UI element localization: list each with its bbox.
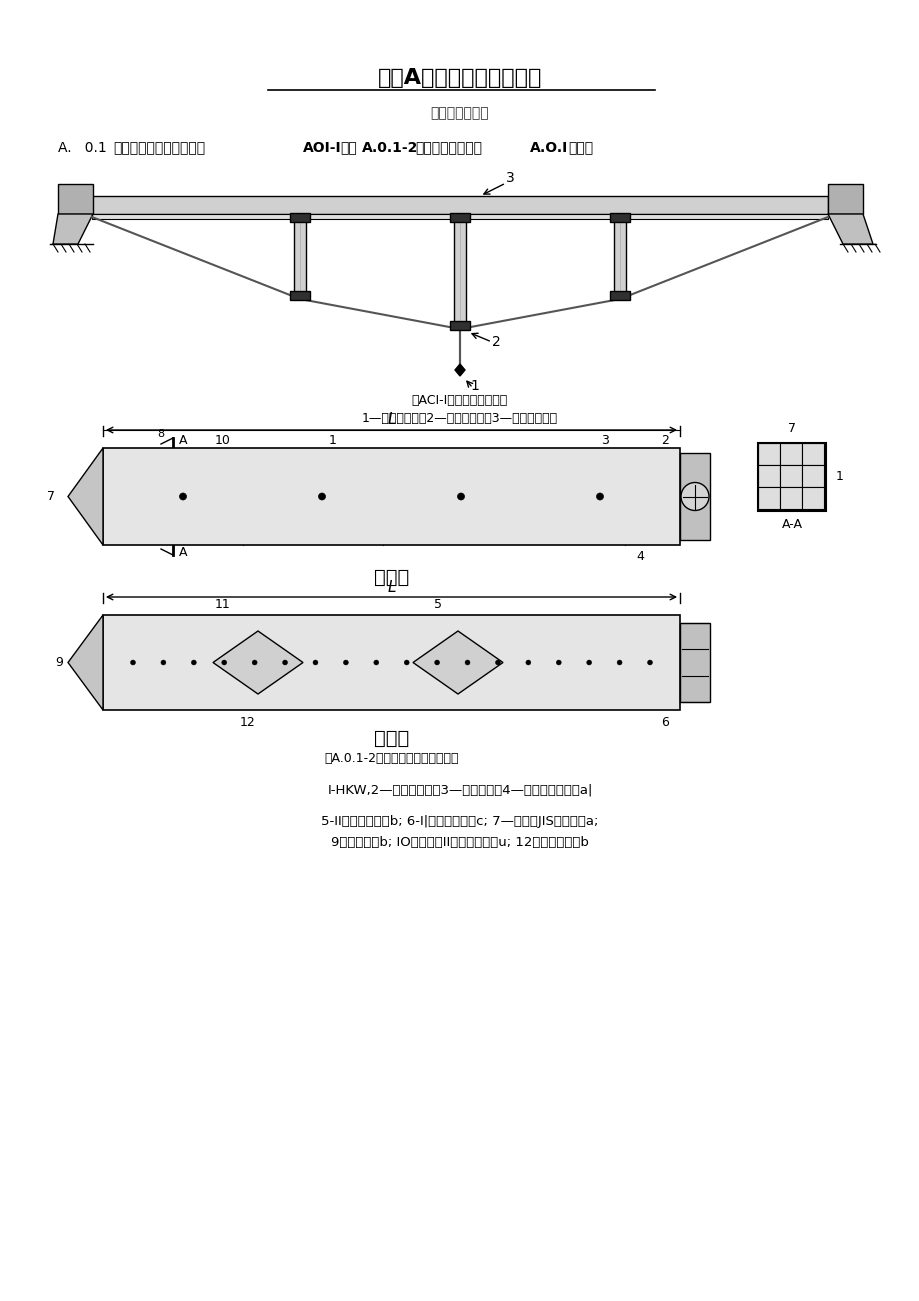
- Text: 正视图: 正视图: [373, 567, 409, 587]
- Text: AOI-I: AOI-I: [302, 141, 341, 155]
- Circle shape: [191, 660, 196, 665]
- Text: 9: 9: [55, 656, 62, 669]
- Text: 图ACI-I张弦梁结构示意图: 图ACI-I张弦梁结构示意图: [412, 393, 507, 406]
- Circle shape: [457, 493, 464, 500]
- Circle shape: [647, 660, 652, 665]
- Circle shape: [343, 660, 348, 665]
- Text: （资料性附录）: （资料性附录）: [430, 105, 489, 120]
- Text: L: L: [387, 412, 395, 428]
- Circle shape: [464, 660, 470, 665]
- Text: 4: 4: [635, 550, 643, 563]
- Polygon shape: [413, 631, 503, 693]
- Circle shape: [130, 660, 135, 665]
- Circle shape: [161, 660, 165, 665]
- Text: 1: 1: [329, 433, 336, 446]
- Circle shape: [252, 660, 257, 665]
- Circle shape: [312, 660, 318, 665]
- Bar: [92, 196, 827, 213]
- Text: 9法板加劲肠b; IO支用板；II支耳板加劲吖u; 12支用板加劲助b: 9法板加劲肠b; IO支用板；II支耳板加劲吖u; 12支用板加劲助b: [331, 835, 588, 848]
- Circle shape: [495, 660, 500, 665]
- Text: 的构造形式根据表: 的构造形式根据表: [414, 141, 482, 155]
- Text: 5: 5: [434, 598, 441, 611]
- Bar: [757, 487, 779, 509]
- Text: I-HKW,2—耳板连接板；3—耳板剂板；4—耳板剂板加劲助a|: I-HKW,2—耳板连接板；3—耳板剂板；4—耳板剂板加劲助a|: [327, 783, 592, 796]
- Bar: [289, 213, 310, 222]
- Circle shape: [318, 493, 325, 500]
- Bar: [103, 615, 679, 710]
- Text: 俧视图: 俧视图: [373, 729, 409, 748]
- Text: L: L: [387, 579, 395, 595]
- Circle shape: [403, 660, 409, 665]
- Text: 附录A张弦梁的构造和规格: 附录A张弦梁的构造和规格: [378, 68, 541, 88]
- Polygon shape: [68, 615, 103, 710]
- Bar: [289, 291, 310, 301]
- Text: 6: 6: [661, 716, 668, 729]
- Text: 10: 10: [215, 433, 231, 446]
- Text: 选用。: 选用。: [567, 141, 593, 155]
- Bar: [801, 444, 823, 464]
- Bar: [449, 321, 470, 330]
- Text: 11: 11: [215, 598, 231, 611]
- Text: 3: 3: [505, 170, 514, 185]
- Bar: [92, 213, 827, 219]
- Bar: [679, 623, 709, 703]
- Text: A.   0.1: A. 0.1: [58, 141, 107, 155]
- Text: 1: 1: [835, 471, 843, 484]
- Circle shape: [596, 493, 603, 500]
- Circle shape: [680, 483, 709, 510]
- Text: 图A.0.1-2米张弦梁撟杆结构示意图: 图A.0.1-2米张弦梁撟杆结构示意图: [323, 752, 459, 765]
- Circle shape: [526, 660, 530, 665]
- Text: A-A: A-A: [780, 519, 801, 532]
- Bar: [609, 213, 630, 222]
- Circle shape: [221, 660, 226, 665]
- Text: 7: 7: [47, 490, 55, 503]
- Bar: [58, 183, 93, 213]
- Circle shape: [586, 660, 591, 665]
- Text: 张弦梁撑杆的规格可按图: 张弦梁撑杆的规格可按图: [113, 141, 205, 155]
- Text: A.0.1-2: A.0.1-2: [361, 141, 418, 155]
- Text: A: A: [179, 546, 187, 559]
- Circle shape: [179, 493, 187, 500]
- Bar: [679, 453, 709, 540]
- Bar: [609, 291, 630, 301]
- Text: 1: 1: [470, 379, 479, 393]
- Bar: [449, 213, 470, 222]
- Bar: [801, 487, 823, 509]
- Text: A.O.I: A.O.I: [529, 141, 568, 155]
- Bar: [453, 219, 466, 324]
- Text: 3: 3: [600, 433, 608, 446]
- Circle shape: [282, 660, 288, 665]
- Circle shape: [434, 660, 439, 665]
- Text: 、图: 、图: [340, 141, 357, 155]
- Text: A: A: [179, 433, 187, 446]
- Bar: [613, 219, 625, 294]
- Bar: [779, 487, 801, 509]
- Polygon shape: [68, 448, 103, 545]
- Circle shape: [617, 660, 621, 665]
- Polygon shape: [213, 631, 302, 693]
- Bar: [801, 464, 823, 487]
- Bar: [103, 448, 679, 545]
- Text: 12: 12: [240, 716, 255, 729]
- Text: 2: 2: [491, 334, 500, 349]
- Bar: [757, 464, 779, 487]
- Text: 8: 8: [157, 429, 165, 438]
- Text: 1—张弦梁拉杆；2—张弦梁撟杆；3—张弦梁上弦梁: 1—张弦梁拉杆；2—张弦梁撟杆；3—张弦梁上弦梁: [361, 411, 558, 424]
- Polygon shape: [455, 364, 464, 376]
- Text: 2: 2: [661, 433, 668, 446]
- Bar: [294, 219, 306, 294]
- Bar: [779, 444, 801, 464]
- Circle shape: [373, 660, 379, 665]
- Bar: [827, 183, 862, 213]
- Bar: [757, 444, 779, 464]
- Text: 5-II板端板加劲只b; 6-I|板端板加劲幼c; 7—端板；JIS板加纳助a;: 5-II板端板加劲只b; 6-I|板端板加劲幼c; 7—端板；JIS板加纳助a;: [321, 816, 598, 829]
- Polygon shape: [53, 213, 93, 245]
- Text: 7: 7: [788, 423, 795, 436]
- Circle shape: [556, 660, 561, 665]
- Bar: [779, 464, 801, 487]
- Polygon shape: [827, 213, 872, 245]
- Bar: [757, 444, 825, 511]
